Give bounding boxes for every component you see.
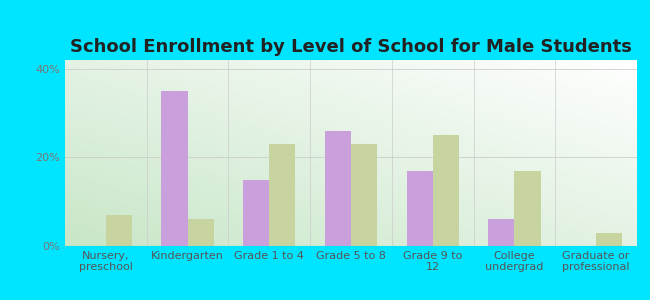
Bar — [161, 91, 188, 246]
Bar — [325, 131, 351, 246]
Bar — [106, 215, 132, 246]
Bar — [269, 144, 296, 246]
Bar — [188, 219, 214, 246]
Bar — [351, 144, 377, 246]
Bar — [514, 171, 541, 246]
Bar — [488, 219, 514, 246]
Bar — [596, 233, 622, 246]
Bar — [243, 180, 269, 246]
Bar — [406, 171, 433, 246]
Bar — [433, 135, 459, 246]
Title: School Enrollment by Level of School for Male Students: School Enrollment by Level of School for… — [70, 38, 632, 56]
